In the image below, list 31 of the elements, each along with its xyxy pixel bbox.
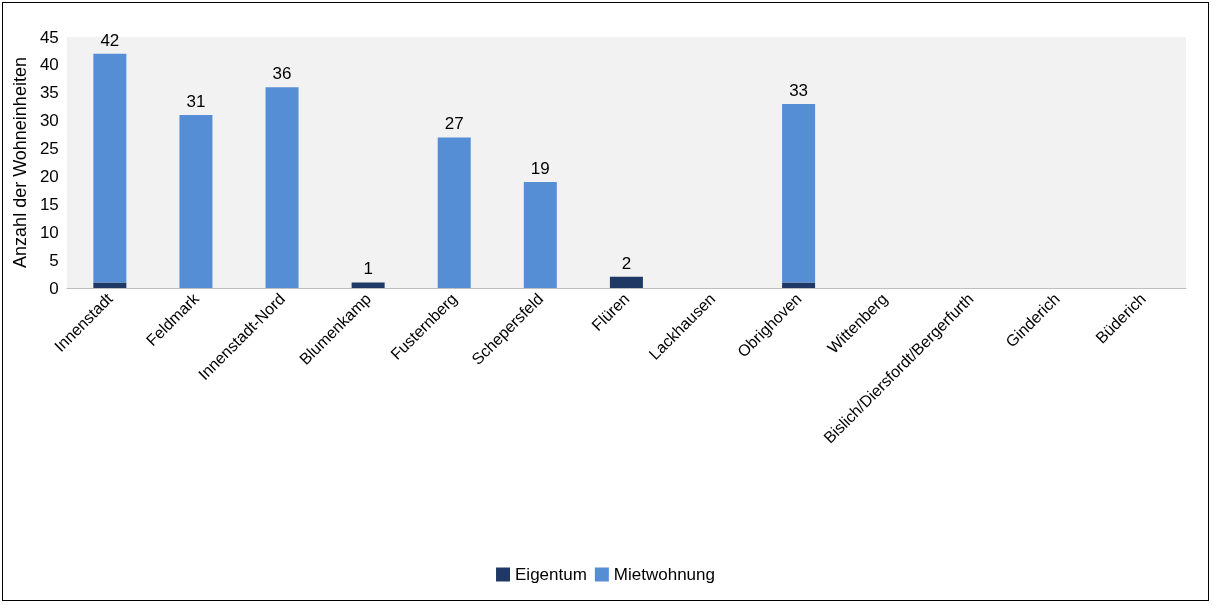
bar: [782, 282, 816, 288]
total-label: 33: [789, 80, 809, 100]
bar: [609, 276, 643, 288]
bar: [437, 137, 471, 288]
y-tick-label: 40: [39, 55, 59, 75]
y-tick-label: 5: [49, 250, 59, 270]
total-label: 19: [530, 159, 550, 179]
bar: [782, 103, 816, 283]
total-label: 27: [444, 114, 464, 134]
bar: [351, 282, 385, 288]
bar: [523, 182, 557, 288]
bar: [179, 115, 213, 288]
bar: [93, 282, 127, 288]
y-tick-label: 20: [39, 166, 59, 186]
legend-label: Mietwohnung: [613, 565, 715, 584]
total-label: 42: [100, 30, 120, 50]
y-tick-label: 25: [39, 139, 59, 159]
bar: [93, 53, 127, 283]
bar: [265, 87, 299, 288]
total-label: 1: [363, 259, 373, 279]
y-tick-label: 45: [39, 27, 59, 47]
total-label: 31: [186, 92, 206, 112]
y-tick-label: 15: [39, 194, 59, 214]
y-tick-label: 35: [39, 83, 59, 103]
y-axis-title: Anzahl der Wohneinheiten: [10, 57, 30, 268]
y-tick-label: 30: [39, 111, 59, 131]
legend-label: Eigentum: [515, 565, 587, 584]
y-tick-label: 10: [39, 222, 59, 242]
total-label: 36: [272, 64, 292, 84]
total-label: 2: [621, 253, 632, 273]
y-tick-label: 0: [49, 278, 59, 298]
